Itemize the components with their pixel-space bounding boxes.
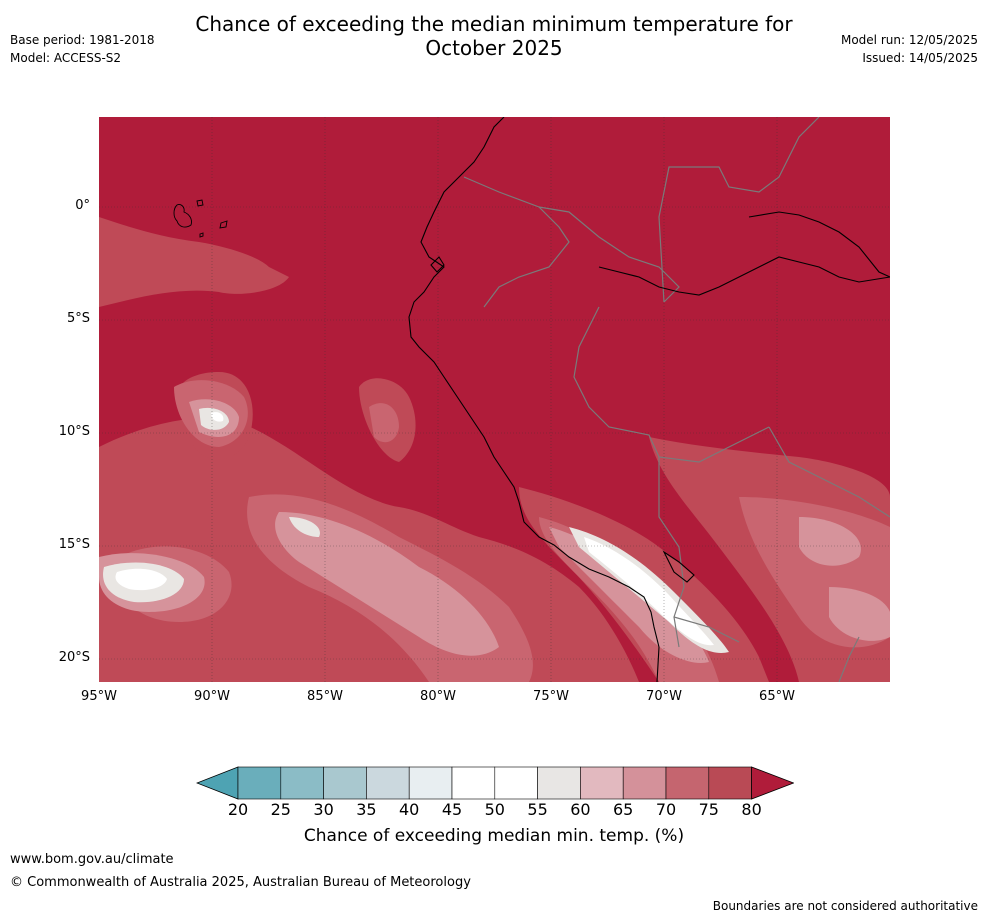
colorbar-segment — [237, 766, 282, 800]
colorbar-tick-label: 50 — [484, 800, 505, 819]
colorbar-tick-label: 40 — [399, 800, 420, 819]
galapagos-islands — [173, 199, 228, 238]
model-run: Model run: 12/05/2025 — [840, 33, 978, 47]
issued-date: Issued: 14/05/2025 — [862, 51, 978, 65]
colorbar-tick-label: 80 — [741, 800, 762, 819]
colorbar-segment — [622, 766, 667, 800]
colorbar-tick-label: 35 — [356, 800, 377, 819]
colorbar-segment — [451, 766, 496, 800]
lon-label-70w: 70°W — [646, 689, 682, 704]
colorbar-segment — [366, 766, 410, 800]
title-line-2: October 2025 — [425, 36, 563, 60]
colorbar-tick-label: 75 — [698, 800, 719, 819]
colorbar-segment — [323, 766, 367, 800]
colorbar-segment — [537, 766, 581, 800]
colorbar-segment — [494, 766, 538, 800]
colorbar-tick-label: 65 — [613, 800, 634, 819]
lon-label-75w: 75°W — [533, 689, 569, 704]
lon-label-80w: 80°W — [420, 689, 456, 704]
colorbar-arrow-low — [196, 766, 239, 800]
country-borders — [463, 117, 890, 682]
colorbar-tick-label: 45 — [441, 800, 463, 819]
lon-label-65w: 65°W — [759, 689, 795, 704]
band-50 — [115, 412, 714, 646]
colorbar-tick-label: 30 — [313, 800, 334, 819]
colorbar-label: Chance of exceeding median min. temp. (%… — [303, 826, 685, 846]
colorbar-segment — [408, 766, 453, 800]
title-line-1: Chance of exceeding the median minimum t… — [195, 12, 793, 36]
colorbar-segment — [708, 766, 752, 800]
colorbar-arrow-high — [751, 766, 794, 800]
colorbar-tick-label: 20 — [227, 800, 249, 819]
meta-left: Base period: 1981-2018 Model: ACCESS-S2 — [10, 31, 155, 67]
lon-label-85w: 85°W — [307, 689, 343, 704]
colorbar-segment — [665, 766, 710, 800]
lon-label-95w: 95°W — [81, 689, 117, 704]
meta-right: Model run: 12/05/2025 Issued: 14/05/2025 — [841, 31, 978, 67]
boundaries-disclaimer: Boundaries are not considered authoritat… — [712, 899, 978, 913]
lon-label-90w: 90°W — [194, 689, 230, 704]
base-period: Base period: 1981-2018 — [10, 33, 155, 47]
coastline — [408, 117, 890, 682]
lat-label-5s: 5°S — [66, 311, 90, 326]
model-name: Model: ACCESS-S2 — [10, 51, 122, 65]
website-link[interactable]: www.bom.gov.au/climate — [10, 852, 174, 867]
graticule — [99, 117, 890, 682]
colorbar-tick-label: 25 — [270, 800, 291, 819]
colorbar — [196, 766, 794, 800]
copyright-text: © Commonwealth of Australia 2025, Austra… — [10, 875, 471, 890]
colorbar-tick-label: 55 — [527, 800, 548, 819]
probability-map — [99, 117, 890, 682]
lat-label-15s: 15°S — [58, 537, 90, 552]
lat-label-10s: 10°S — [58, 424, 90, 439]
colorbar-segment — [280, 766, 324, 800]
colorbar-tick-label: 60 — [570, 800, 591, 819]
colorbar-segment — [580, 766, 624, 800]
colorbar-tick-label: 70 — [655, 800, 677, 819]
lat-label-20s: 20°S — [58, 650, 90, 665]
chart-title: Chance of exceeding the median minimum t… — [0, 12, 988, 60]
lat-label-0: 0° — [75, 198, 90, 213]
